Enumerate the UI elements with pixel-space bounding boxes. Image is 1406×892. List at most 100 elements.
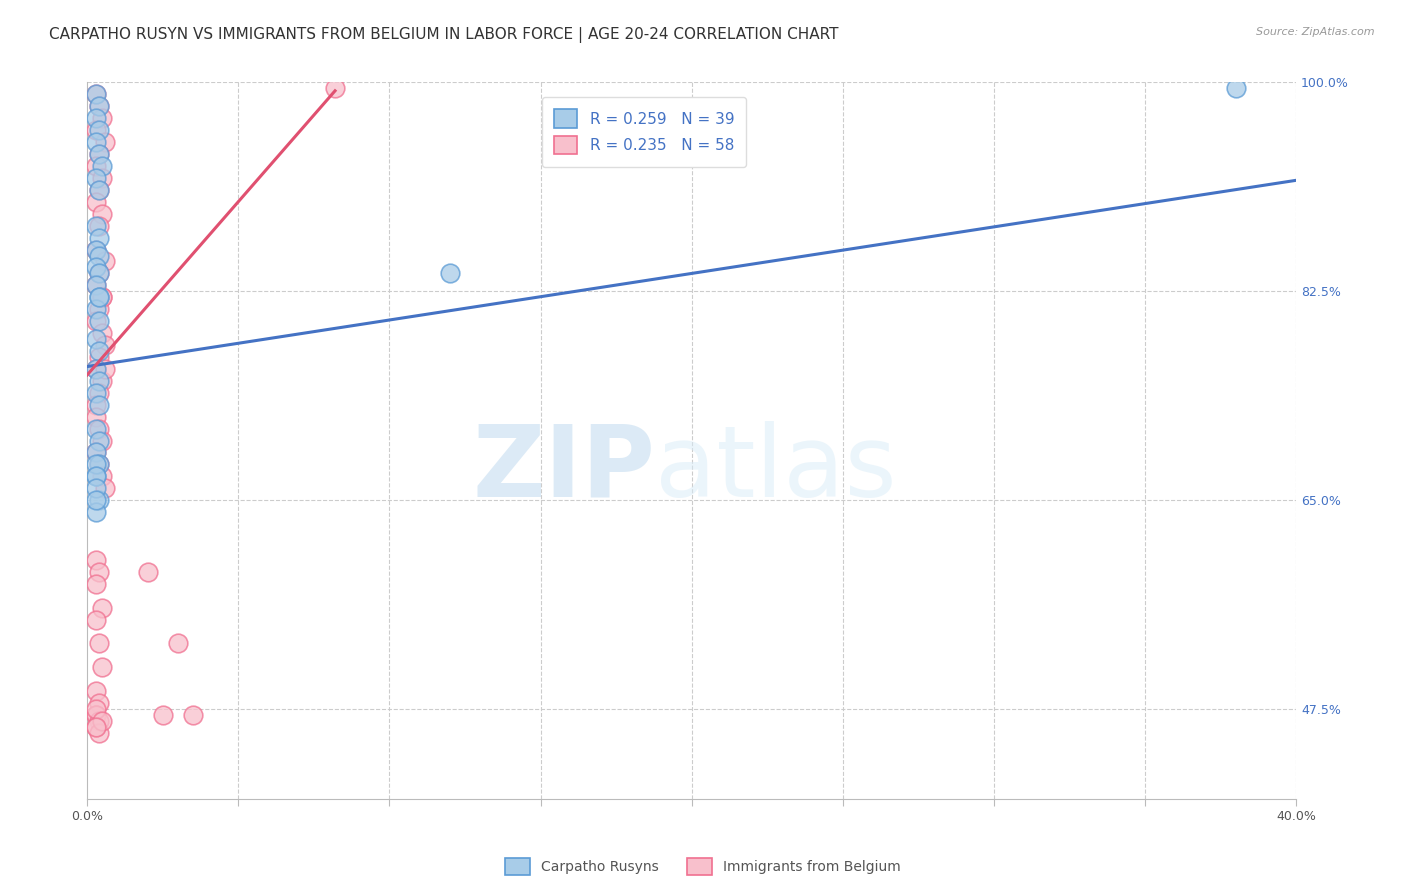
Point <box>91 290 114 304</box>
Point <box>84 112 107 126</box>
Point <box>89 493 111 508</box>
Point <box>84 135 107 149</box>
Point <box>181 708 204 723</box>
Point <box>94 481 117 495</box>
Point <box>84 398 107 412</box>
Point <box>323 81 346 95</box>
Point <box>91 326 114 340</box>
Point <box>89 714 111 728</box>
Text: atlas: atlas <box>655 421 897 517</box>
Point <box>84 469 107 483</box>
Point <box>89 374 111 388</box>
Point <box>91 374 114 388</box>
Point <box>152 708 174 723</box>
Point <box>84 409 107 424</box>
Point <box>84 708 107 723</box>
Point <box>89 147 111 161</box>
Point <box>84 720 107 734</box>
Point <box>84 243 107 257</box>
Point <box>1225 81 1247 95</box>
Point <box>89 344 111 359</box>
Point <box>84 445 107 459</box>
Point <box>89 314 111 328</box>
Point <box>84 219 107 233</box>
Point <box>89 183 111 197</box>
Point <box>84 159 107 173</box>
Point <box>84 505 107 519</box>
Point <box>84 385 107 400</box>
Point <box>91 660 114 674</box>
Point <box>89 636 111 650</box>
Point <box>84 469 107 483</box>
Point <box>89 350 111 364</box>
Point <box>84 243 107 257</box>
Point <box>89 267 111 281</box>
Point <box>91 600 114 615</box>
Point <box>89 458 111 472</box>
Point <box>84 87 107 102</box>
Point <box>84 362 107 376</box>
Point <box>94 338 117 352</box>
Point <box>84 445 107 459</box>
Point <box>89 726 111 740</box>
Point <box>89 434 111 448</box>
Point <box>84 422 107 436</box>
Point <box>94 135 117 149</box>
Legend: R = 0.259   N = 39, R = 0.235   N = 58: R = 0.259 N = 39, R = 0.235 N = 58 <box>543 97 747 167</box>
Point <box>84 278 107 293</box>
Text: ZIP: ZIP <box>472 421 655 517</box>
Point <box>89 398 111 412</box>
Point <box>167 636 190 650</box>
Point <box>89 696 111 710</box>
Point <box>84 720 107 734</box>
Point <box>89 99 111 113</box>
Point <box>89 230 111 244</box>
Point <box>89 290 111 304</box>
Point <box>84 194 107 209</box>
Point <box>84 708 107 723</box>
Point <box>136 565 159 579</box>
Point <box>84 458 107 472</box>
Point <box>84 702 107 716</box>
Point <box>84 260 107 275</box>
Point <box>89 290 111 304</box>
Point <box>89 147 111 161</box>
Point <box>94 362 117 376</box>
Point <box>84 87 107 102</box>
Point <box>91 290 114 304</box>
Point <box>84 613 107 627</box>
Point <box>89 183 111 197</box>
Text: CARPATHO RUSYN VS IMMIGRANTS FROM BELGIUM IN LABOR FORCE | AGE 20-24 CORRELATION: CARPATHO RUSYN VS IMMIGRANTS FROM BELGIU… <box>49 27 839 43</box>
Point <box>91 469 114 483</box>
Point <box>89 123 111 137</box>
Point <box>89 422 111 436</box>
Point <box>84 362 107 376</box>
Point <box>89 302 111 317</box>
Point <box>84 493 107 508</box>
Point <box>439 267 461 281</box>
Point <box>89 99 111 113</box>
Point <box>91 434 114 448</box>
Point <box>84 314 107 328</box>
Point <box>84 684 107 698</box>
Point <box>89 267 111 281</box>
Legend: Carpatho Rusyns, Immigrants from Belgium: Carpatho Rusyns, Immigrants from Belgium <box>499 853 907 880</box>
Point <box>91 159 114 173</box>
Point <box>84 278 107 293</box>
Point <box>84 576 107 591</box>
Point <box>89 458 111 472</box>
Point <box>84 123 107 137</box>
Point <box>91 170 114 185</box>
Point <box>84 170 107 185</box>
Point <box>89 565 111 579</box>
Text: Source: ZipAtlas.com: Source: ZipAtlas.com <box>1257 27 1375 37</box>
Point <box>89 248 111 262</box>
Point <box>89 219 111 233</box>
Point <box>91 714 114 728</box>
Point <box>84 302 107 317</box>
Point <box>89 385 111 400</box>
Point <box>91 112 114 126</box>
Point <box>84 553 107 567</box>
Point <box>84 332 107 346</box>
Point <box>84 481 107 495</box>
